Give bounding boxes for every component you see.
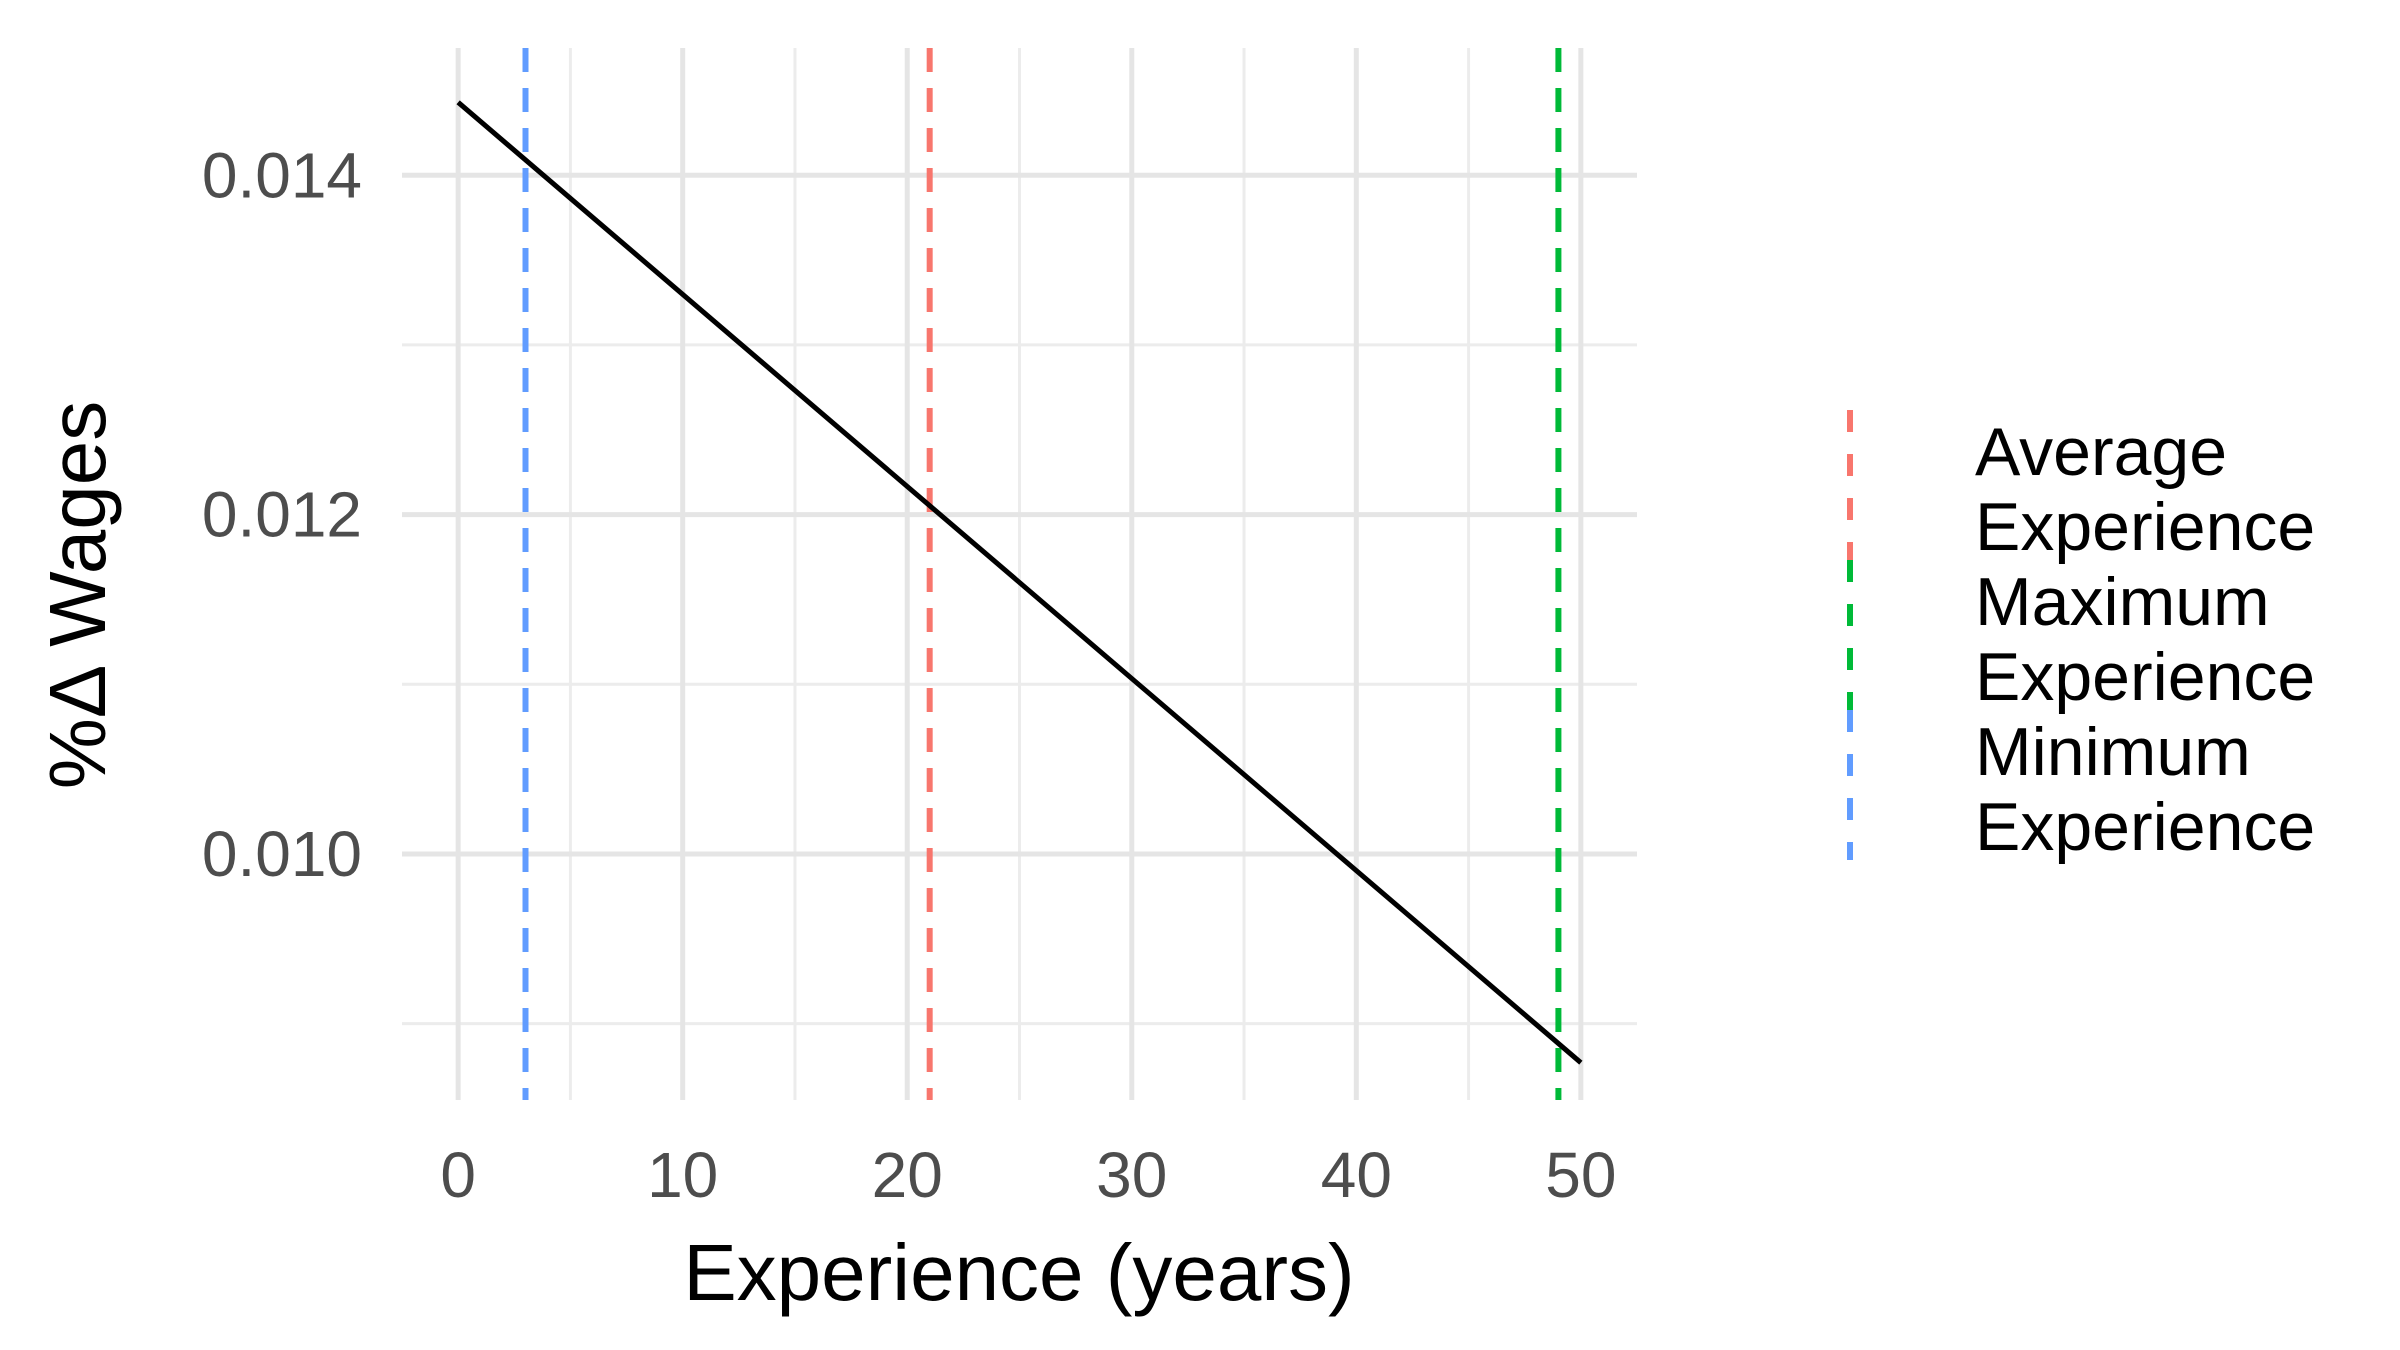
tick-labels: 0 10 20 30 40 50 0.010 0.012 0.014 xyxy=(202,139,1617,1211)
x-tick-label-20: 20 xyxy=(872,1139,943,1211)
x-tick-label-50: 50 xyxy=(1545,1139,1616,1211)
y-tick-label-0.014: 0.014 xyxy=(202,139,362,211)
series-layer xyxy=(456,100,1583,1065)
x-tick-label-40: 40 xyxy=(1321,1139,1392,1211)
y-tick-label-0.010: 0.010 xyxy=(202,818,362,890)
legend-label-line: Experience xyxy=(1975,639,2315,715)
x-tick-label-10: 10 xyxy=(647,1139,718,1211)
x-tick-label-0: 0 xyxy=(440,1139,476,1211)
y-tick-label-0.012: 0.012 xyxy=(202,479,362,551)
reference-lines xyxy=(522,48,1562,1100)
x-axis-title: Experience (years) xyxy=(683,1228,1354,1317)
legend-label-line: Minimum xyxy=(1975,714,2251,790)
legend-label-line: Experience xyxy=(1975,789,2315,865)
legend-label-line: Maximum xyxy=(1975,564,2270,640)
series-line-0 xyxy=(456,100,1583,1065)
grid-layer xyxy=(402,48,1637,1100)
legend-label-line: Experience xyxy=(1975,489,2315,565)
legend: AverageExperienceMaximumExperienceMinimu… xyxy=(1847,410,2315,865)
x-tick-label-30: 30 xyxy=(1096,1139,1167,1211)
legend-label-line: Average xyxy=(1975,414,2227,490)
y-axis-title: %Δ Wages xyxy=(33,401,122,789)
